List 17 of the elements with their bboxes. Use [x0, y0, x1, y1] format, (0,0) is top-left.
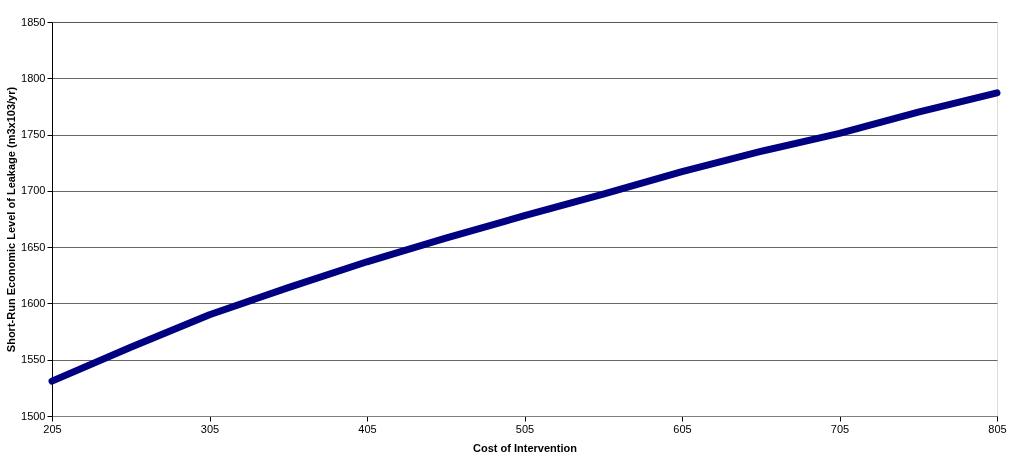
y-tick-label: 1550 [21, 353, 46, 366]
x-tick-label: 805 [988, 422, 1007, 435]
y-tick-label: 1800 [21, 71, 46, 84]
y-tick-label: 1500 [21, 409, 46, 422]
y-tick-label: 1850 [21, 15, 46, 28]
x-tick-label: 505 [515, 422, 535, 435]
y-tick-label: 1650 [21, 240, 46, 253]
y-tick-label: 1600 [21, 296, 46, 309]
y-axis-title: Short-Run Economic Level of Leakage (m3x103/yr) [5, 86, 18, 353]
x-tick-label: 405 [358, 422, 377, 435]
x-tick-label: 705 [830, 422, 850, 435]
x-tick-label: 205 [43, 422, 62, 435]
x-axis-title: Cost of Intervention [473, 441, 578, 454]
y-tick-label: 1700 [21, 184, 46, 197]
x-tick-label: 605 [673, 422, 692, 435]
y-tick-label: 1750 [21, 128, 46, 141]
x-tick-label: 305 [200, 422, 220, 435]
